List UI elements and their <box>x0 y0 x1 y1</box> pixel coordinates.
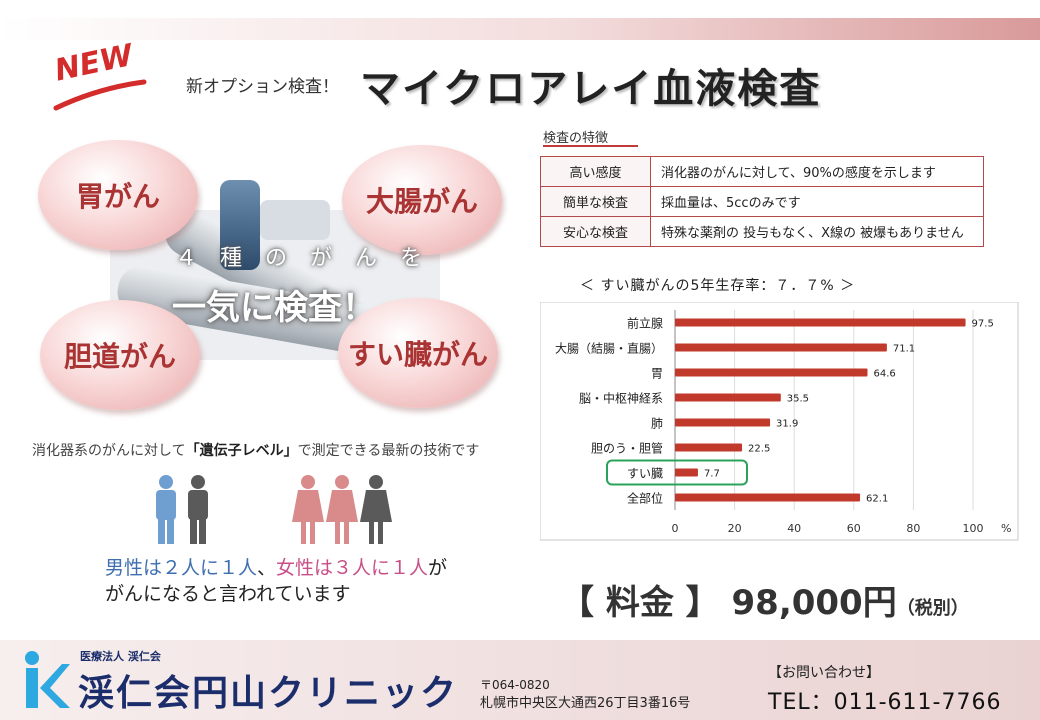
female-people-icon <box>292 475 392 544</box>
male-statistic: 男性は２人に１人 <box>105 557 258 579</box>
bar <box>675 318 966 327</box>
bar <box>675 443 743 452</box>
bar <box>675 493 861 502</box>
x-tick-label: 40 <box>787 522 801 535</box>
phone-number[interactable]: TEL：011-611-7766 <box>768 690 1002 715</box>
category-label: 胆のう・胆管 <box>591 441 663 456</box>
clinic-name: 渓仁会円山クリニック <box>78 673 459 714</box>
x-axis-unit: % <box>1001 522 1011 535</box>
clinic-logo-icon <box>25 651 70 708</box>
category-label: 全部位 <box>627 491 663 506</box>
contact-label: 【お問い合わせ】 <box>768 665 880 681</box>
bar <box>675 393 781 402</box>
svg-text:NEW: NEW <box>52 38 138 89</box>
tech-note-suffix: で測定できる最新の技術です <box>297 443 480 459</box>
category-label: 胃 <box>651 367 663 381</box>
bar <box>675 468 698 477</box>
data-label: 35.5 <box>787 394 809 405</box>
data-label: 31.9 <box>776 419 798 430</box>
hero-line-1: ４ 種 の が ん を <box>175 246 430 271</box>
category-label: すい臓 <box>627 467 663 481</box>
data-label: 7.7 <box>704 469 720 480</box>
highlight-box <box>606 459 748 486</box>
bar <box>675 368 868 377</box>
footer <box>0 640 1040 720</box>
table-row: 安心な検査 特殊な薬剤の 投与もなく、X線の 被爆もありません <box>540 216 984 247</box>
bubble-colon-cancer: 大腸がん <box>342 145 502 255</box>
price-tax: （税別） <box>896 598 969 619</box>
data-label: 64.6 <box>874 369 896 380</box>
survival-rate-bar-chart: 0 20 40 60 80 100 % 前立腺 97.5 大腸（結腸・直腸） 71.1 胃 64.6 脳・… <box>540 302 1019 541</box>
corporation-name: 医療法人 渓仁会 <box>80 650 161 663</box>
price-label: 【 料金 】 98,000円 <box>560 583 897 623</box>
chart-title: ＜ すい臓がんの5年生存率：７．７% ＞ <box>580 278 856 294</box>
data-label: 71.1 <box>893 344 915 355</box>
category-label: 大腸（結腸・直腸） <box>555 342 663 356</box>
price: 【 料金 】 98,000円（税別） <box>560 575 969 624</box>
gender-statistic: 男性は２人に１人、女性は３人に１人が <box>105 553 447 580</box>
table-row: 高い感度 消化器のがんに対して、90%の感度を示します <box>540 156 984 187</box>
bubble-pancreatic-cancer: すい臓がん <box>338 298 498 408</box>
hero-line-2: 一気に検査！ <box>172 288 376 328</box>
feature-value: 特殊な薬剤の 投与もなく、X線の 被爆もありません <box>650 216 984 247</box>
tech-note-prefix: 消化器系のがんに対して <box>32 443 186 459</box>
x-tick-label: 0 <box>672 522 679 535</box>
features-table: 高い感度 消化器のがんに対して、90%の感度を示します 簡単な検査 採血量は、5… <box>540 156 984 247</box>
x-tick-label: 80 <box>906 522 920 535</box>
male-people-icon <box>156 475 208 544</box>
postal-code: 〒064-0820 <box>480 678 550 692</box>
stat-separator: 、 <box>257 557 277 579</box>
tech-note-emphasis: 「遺伝子レベル」 <box>185 443 298 459</box>
table-row: 簡単な検査 採血量は、5ccのみです <box>540 186 984 217</box>
gender-statistic-line-2: がんになると言われています <box>105 583 351 605</box>
x-tick-label: 100 <box>963 522 984 535</box>
data-label: 97.5 <box>972 319 994 330</box>
bar <box>675 343 887 352</box>
feature-key: 高い感度 <box>540 156 651 187</box>
data-label: 62.1 <box>866 494 888 505</box>
feature-key: 簡単な検査 <box>540 186 651 217</box>
feature-value: 消化器のがんに対して、90%の感度を示します <box>650 156 984 187</box>
feature-value: 採血量は、5ccのみです <box>650 186 984 217</box>
chart-frame <box>540 302 1019 541</box>
bubble-stomach-cancer: 胃がん <box>38 140 198 250</box>
category-label: 脳・中枢神経系 <box>579 391 663 406</box>
address: 札幌市中央区大通西26丁目3番16号 <box>480 696 691 711</box>
features-caption: 検査の特徴 <box>543 131 609 146</box>
female-statistic: 女性は３人に１人 <box>276 557 429 579</box>
header-band <box>0 18 1040 40</box>
features-caption-underline <box>543 145 638 147</box>
stat-ga: が <box>428 557 448 579</box>
new-badge-icon: NEW <box>52 38 147 111</box>
category-label: 肺 <box>651 417 663 431</box>
technology-note: 消化器系のがんに対して「遺伝子レベル」で測定できる最新の技術です <box>32 440 479 460</box>
feature-key: 安心な検査 <box>540 216 651 247</box>
x-tick-label: 60 <box>847 522 861 535</box>
data-label: 22.5 <box>748 444 770 455</box>
page-title: マイクロアレイ血液検査 <box>360 66 822 112</box>
bubble-biliary-cancer: 胆道がん <box>40 300 200 410</box>
category-label: 前立腺 <box>627 316 663 331</box>
hero-illustration: 胃がん 大腸がん 胆道がん すい臓がん ４ 種 の が ん を 一気に検査！ <box>30 140 510 440</box>
x-tick-label: 20 <box>728 522 742 535</box>
bar <box>675 418 771 427</box>
page-subtitle: 新オプション検査！ <box>186 77 339 97</box>
